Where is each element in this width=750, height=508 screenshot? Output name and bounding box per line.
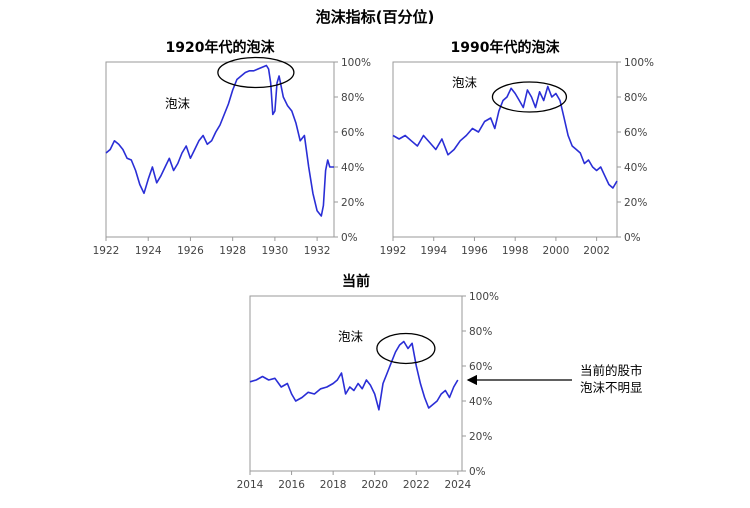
bubble-annotation: 泡沫 xyxy=(165,96,191,111)
y-tick-label: 0% xyxy=(341,232,358,244)
side-note-line: 泡沫不明显 xyxy=(580,380,643,395)
x-tick-label: 2024 xyxy=(444,479,471,491)
y-tick-label: 40% xyxy=(341,162,364,174)
x-tick-label: 1930 xyxy=(262,245,289,257)
y-tick-label: 100% xyxy=(469,291,499,303)
series-line xyxy=(105,64,334,217)
panel-title: 当前 xyxy=(342,273,370,290)
y-tick-label: 0% xyxy=(624,232,641,244)
x-tick-label: 1924 xyxy=(135,245,162,257)
x-tick-label: 2016 xyxy=(278,479,305,491)
x-tick-label: 1996 xyxy=(461,245,488,257)
x-tick-label: 2020 xyxy=(361,479,388,491)
y-tick-label: 100% xyxy=(341,57,371,69)
x-tick-label: 1926 xyxy=(177,245,204,257)
y-tick-label: 100% xyxy=(624,57,654,69)
y-tick-label: 80% xyxy=(341,92,364,104)
bubble-ellipse xyxy=(491,81,568,113)
x-tick-label: 2002 xyxy=(583,245,610,257)
panel-title: 1990年代的泡沫 xyxy=(451,39,561,56)
panel-1: 1920年代的泡沫 1922 1924 1926 1928 1930 1932 0% 20% 40… xyxy=(93,39,371,257)
x-tick-label: 2014 xyxy=(237,479,264,491)
y-tick-label: 0% xyxy=(469,466,486,478)
x-tick-label: 1998 xyxy=(502,245,529,257)
y-tick-label: 20% xyxy=(469,431,492,443)
x-tick-label: 2000 xyxy=(543,245,570,257)
series-line xyxy=(392,85,618,189)
plot-frame xyxy=(105,61,335,238)
plot-frame xyxy=(392,61,618,238)
y-tick-label: 60% xyxy=(341,127,364,139)
x-tick-label: 2022 xyxy=(403,479,430,491)
y-tick-label: 20% xyxy=(341,197,364,209)
y-tick-label: 80% xyxy=(469,326,492,338)
bubble-ellipse xyxy=(376,332,436,365)
figure-title: 泡沫指标(百分位) xyxy=(316,8,435,26)
panel-2: 1990年代的泡沫 1992 1994 1996 1998 2000 2002 0% 20% 40… xyxy=(380,39,654,257)
y-tick-label: 80% xyxy=(624,92,647,104)
bubble-annotation: 泡沫 xyxy=(338,329,364,344)
x-tick-label: 1994 xyxy=(420,245,447,257)
x-tick-label: 1928 xyxy=(219,245,246,257)
y-tick-label: 20% xyxy=(624,197,647,209)
y-tick-label: 40% xyxy=(624,162,647,174)
x-tick-label: 1922 xyxy=(93,245,120,257)
x-tick-label: 1992 xyxy=(380,245,407,257)
y-tick-label: 60% xyxy=(624,127,647,139)
x-tick-label: 1932 xyxy=(304,245,331,257)
bubble-ellipse xyxy=(217,56,295,89)
y-tick-label: 60% xyxy=(469,361,492,373)
panel-title: 1920年代的泡沫 xyxy=(166,39,276,56)
x-tick-label: 2018 xyxy=(320,479,347,491)
side-note-line: 当前的股市 xyxy=(580,363,643,378)
y-tick-label: 40% xyxy=(469,396,492,408)
plot-frame xyxy=(249,295,463,472)
series-line xyxy=(249,340,459,411)
bubble-annotation: 泡沫 xyxy=(452,75,478,90)
